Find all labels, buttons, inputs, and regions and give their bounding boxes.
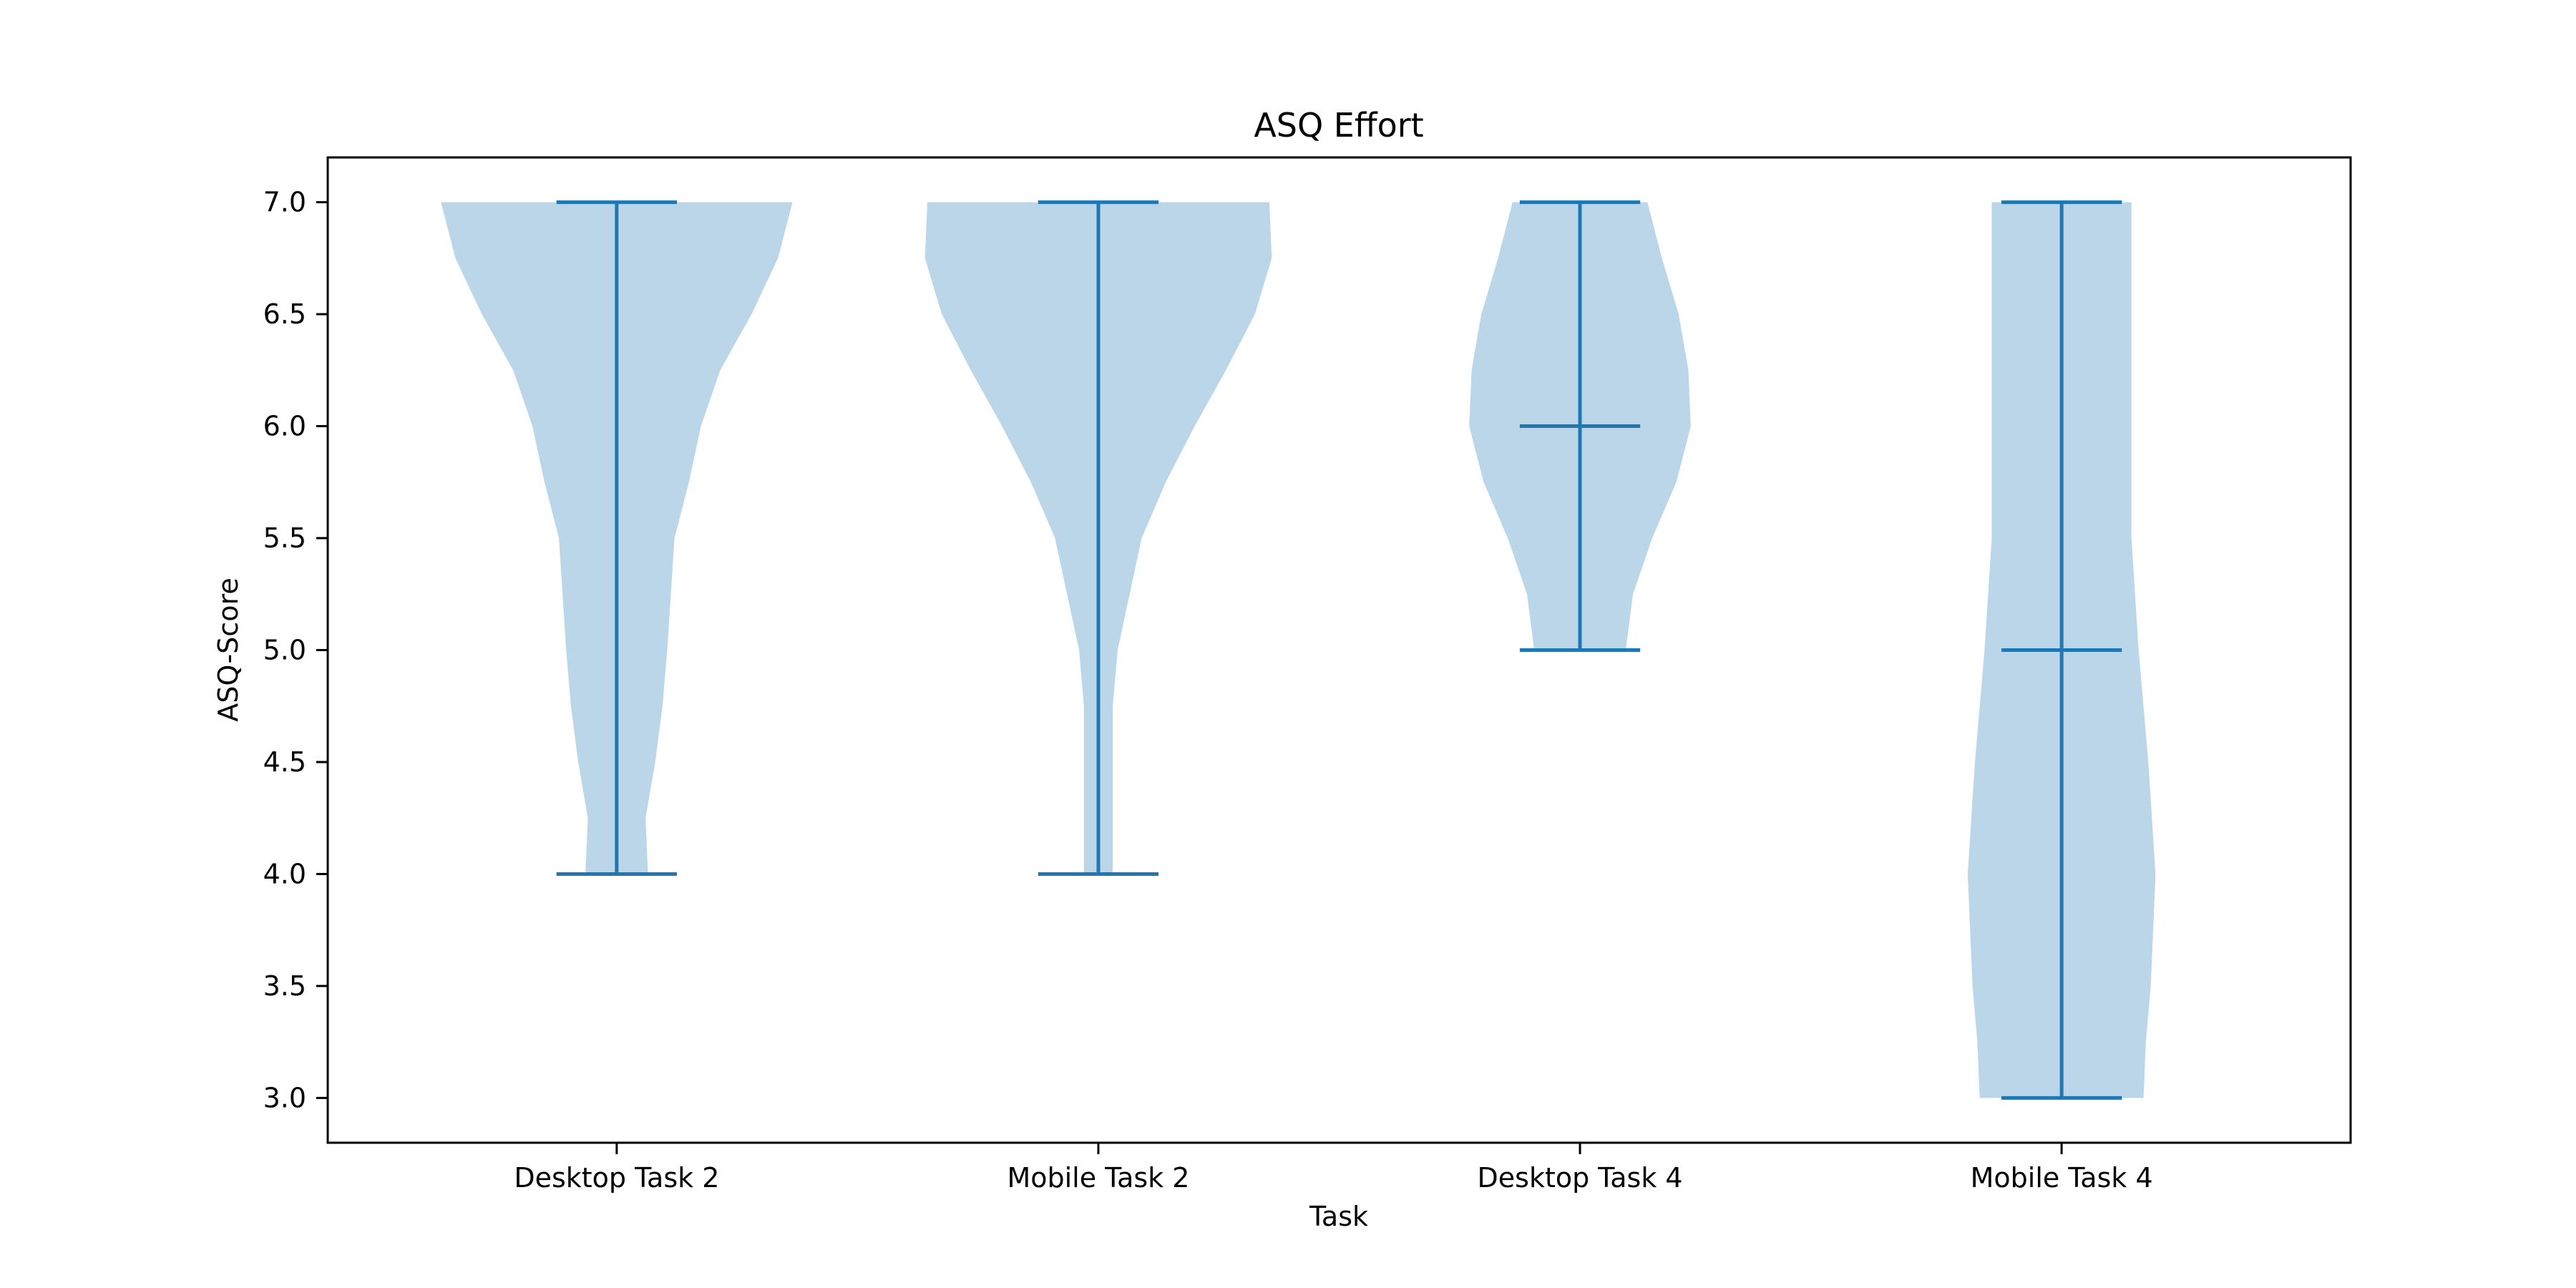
y-tick-label: 5.5 [263, 522, 306, 554]
whisker-layer [556, 200, 2122, 1100]
y-tick-label: 3.0 [263, 1082, 306, 1113]
y-tick-label: 4.0 [263, 858, 306, 889]
y-axis: 3.0 3.5 4.0 4.5 5.0 5.5 6.0 6.5 7.0 [263, 187, 328, 1113]
y-axis-title: ASQ-Score [213, 577, 244, 721]
x-axis-title: Task [1309, 1201, 1368, 1232]
x-axis: Desktop Task 2 Mobile Task 2 Desktop Task … [514, 1143, 2153, 1194]
chart-title: ASQ Effort [1254, 106, 1423, 145]
x-tick-label: Mobile Task 4 [1971, 1162, 2153, 1194]
x-tick-label: Desktop Task 2 [514, 1162, 719, 1194]
y-tick-label: 6.0 [263, 411, 306, 442]
y-tick-label: 6.5 [263, 298, 306, 330]
y-tick-label: 3.5 [263, 970, 306, 1002]
x-tick-label: Desktop Task 4 [1478, 1162, 1683, 1194]
y-tick-label: 4.5 [263, 746, 306, 778]
x-tick-label: Mobile Task 2 [1007, 1162, 1189, 1194]
y-tick-label: 7.0 [263, 187, 306, 218]
y-tick-label: 5.0 [263, 635, 306, 666]
